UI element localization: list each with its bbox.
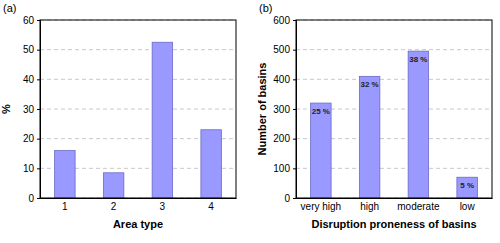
annotation: 5 % (460, 181, 474, 190)
tick-label: 600 (273, 15, 290, 26)
tick-label: 1 (62, 201, 68, 212)
tick: 3 (160, 201, 166, 212)
bar (201, 130, 221, 198)
tick: 200 (273, 133, 296, 144)
tick-label: high (360, 201, 379, 212)
tick-label: 300 (273, 104, 290, 115)
title: (b) (259, 2, 272, 14)
annotation: 25 % (312, 107, 330, 116)
bar (152, 42, 172, 198)
tick-mark (293, 198, 296, 199)
plot-frame (40, 20, 236, 198)
tick-label: very high (301, 201, 342, 212)
title: (a) (3, 2, 16, 14)
tick-label: 20 (23, 133, 35, 144)
axis-line (41, 198, 237, 199)
panel: 0 10 20 30 40 50 60 1 2 3 4 Area type% (a) (0, 2, 237, 230)
tick-label: 10 (23, 163, 35, 174)
bar (408, 51, 428, 198)
bar (103, 173, 123, 198)
tick-label: 60 (23, 15, 35, 26)
tick-label: 200 (273, 133, 290, 144)
plot-frame (296, 20, 492, 198)
tick: 100 (273, 163, 296, 174)
x-axis-title: Area type (113, 218, 163, 230)
axis-line (293, 21, 297, 199)
grid-line (40, 109, 236, 110)
bar (359, 76, 379, 198)
tick-mark (37, 79, 40, 80)
tick-mark (37, 20, 40, 21)
annotation: 32 % (361, 80, 379, 89)
axis-line (37, 21, 41, 199)
tick: 500 (273, 44, 296, 55)
tick: very high (301, 201, 342, 212)
tick: 0 (284, 193, 296, 204)
tick: 300 (273, 104, 296, 115)
grid (40, 20, 236, 198)
tick-label: 3 (160, 201, 166, 212)
tick: 10 (23, 163, 40, 174)
grid-line (296, 49, 492, 50)
tick: 50 (23, 44, 40, 55)
grid-line (40, 79, 236, 80)
tick-mark (37, 109, 40, 110)
tick: 20 (23, 133, 40, 144)
tick-label: 40 (23, 74, 35, 85)
tick-label: 4 (208, 201, 214, 212)
tick: 400 (273, 74, 296, 85)
x-axis: very high high moderate low (297, 199, 493, 213)
y-axis-title: Number of basins (256, 63, 268, 156)
axis-line (297, 198, 493, 199)
bar (55, 151, 75, 198)
y-axis: 0 10 20 30 40 50 60 (23, 15, 41, 204)
tick: 600 (273, 15, 296, 26)
tick-label: 100 (273, 163, 290, 174)
bars (311, 51, 478, 198)
tick-label: 0 (284, 193, 290, 204)
grid-line (296, 79, 492, 80)
tick: 4 (208, 201, 214, 212)
tick: 60 (23, 15, 40, 26)
panel: 0 100 200 300 400 500 600 very high high moderate… (256, 2, 493, 230)
bar (457, 177, 477, 198)
grid-line (40, 49, 236, 50)
tick-mark (37, 139, 40, 140)
tick: 1 (62, 201, 68, 212)
tick: 40 (23, 74, 40, 85)
tick-label: 30 (23, 104, 35, 115)
tick-label: 500 (273, 44, 290, 55)
y-axis: 0 100 200 300 400 500 600 (273, 15, 296, 204)
tick: high (360, 201, 379, 212)
tick-mark (293, 109, 296, 110)
annotations: 25 % 32 % 38 % 5 % (312, 55, 474, 190)
annotation: 38 % (409, 55, 427, 64)
figure: 0 10 20 30 40 50 60 1 2 3 4 Area type% (a) 0 100 200 300… (0, 0, 500, 243)
tick-mark (293, 20, 296, 21)
tick-label: low (460, 201, 476, 212)
tick-label: 400 (273, 74, 290, 85)
y-axis-title: % (0, 104, 12, 114)
x-axis: 1 2 3 4 (41, 199, 237, 213)
tick-label: 2 (111, 201, 117, 212)
tick: low (460, 201, 476, 212)
tick-mark (293, 139, 296, 140)
tick-label: 0 (28, 193, 34, 204)
grid (296, 20, 492, 198)
tick-mark (293, 50, 296, 51)
tick-mark (293, 168, 296, 169)
tick: 30 (23, 104, 40, 115)
tick: 2 (111, 201, 117, 212)
tick-mark (37, 168, 40, 169)
tick: moderate (397, 201, 440, 212)
tick-label: moderate (397, 201, 440, 212)
bars (55, 42, 222, 198)
bar (311, 103, 331, 198)
tick-mark (37, 50, 40, 51)
tick-label: 50 (23, 44, 35, 55)
x-axis-title: Disruption proneness of basins (311, 218, 476, 230)
tick-mark (293, 79, 296, 80)
tick: 0 (28, 193, 40, 204)
tick-mark (37, 198, 40, 199)
